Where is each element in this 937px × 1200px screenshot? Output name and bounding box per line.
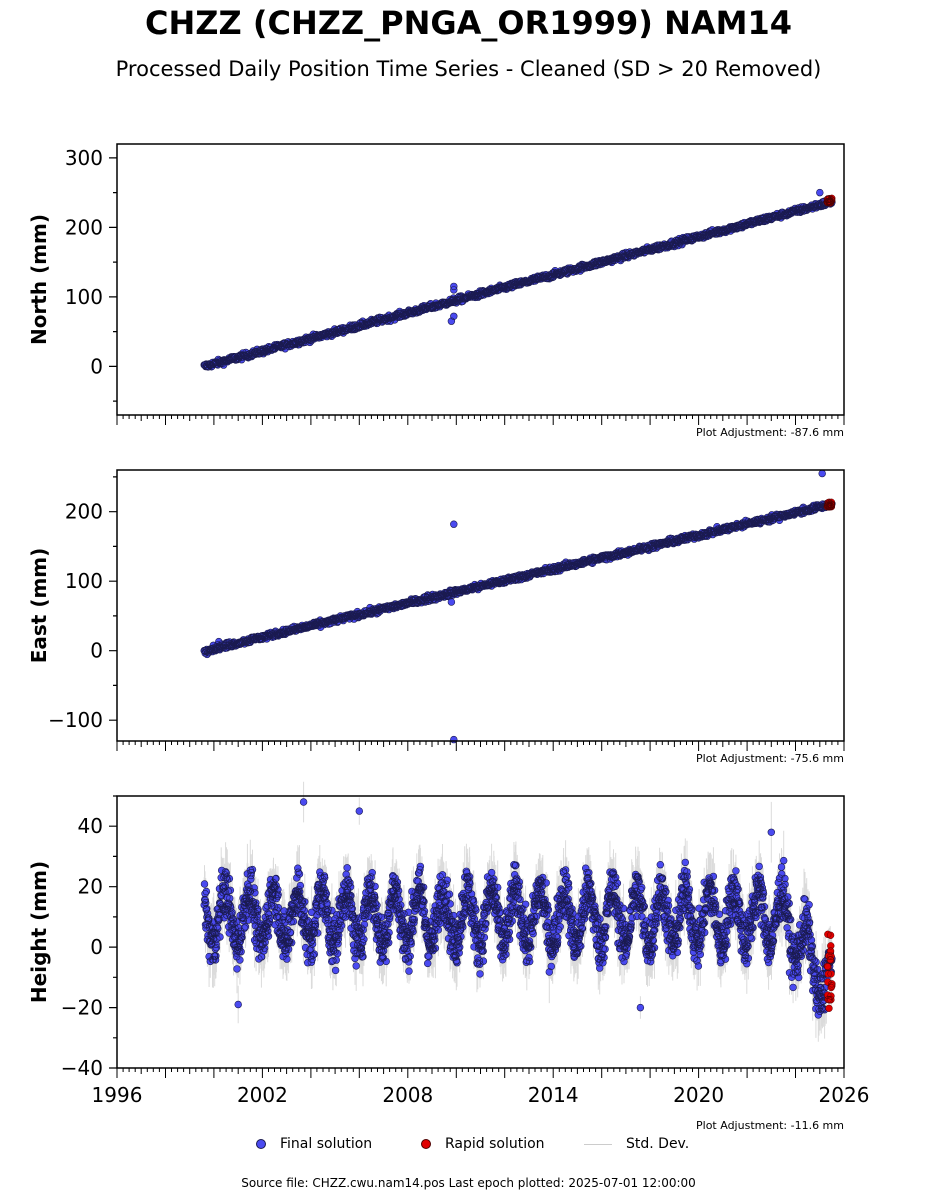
chart-title: CHZZ (CHZZ_PNGA_OR1999) NAM14 <box>145 4 792 42</box>
y-tick-label: −20 <box>61 996 103 1020</box>
x-ticks <box>116 415 845 425</box>
y-tick-label: 100 <box>65 285 103 309</box>
y-tick-label: 20 <box>78 875 103 899</box>
source-footer: Source file: CHZZ.cwu.nam14.pos Last epo… <box>241 1176 696 1190</box>
legend-item-stddev: Std. Dev. <box>584 1136 689 1152</box>
y-tick-label: −100 <box>48 708 103 732</box>
final-solution-points <box>200 469 836 744</box>
plot-adjustment-note: Plot Adjustment: -75.6 mm <box>696 752 844 765</box>
y-tick-label: 40 <box>78 814 103 838</box>
y-ticks <box>109 476 117 721</box>
legend: Final solution Rapid solution Std. Dev. <box>0 1136 937 1158</box>
plot-frame <box>116 469 845 742</box>
rapid-solution-points <box>823 194 836 207</box>
stddev-bars <box>203 470 833 742</box>
plot-adjustment-note: Plot Adjustment: -11.6 mm <box>696 1119 844 1132</box>
y-tick-label: 0 <box>90 354 103 378</box>
y-ticks <box>109 157 117 402</box>
plot-adjustment-note: Plot Adjustment: -87.6 mm <box>696 426 844 439</box>
y-tick-label: 300 <box>65 146 103 170</box>
y-tick-label: 100 <box>65 569 103 593</box>
y-tick-label: 200 <box>65 215 103 239</box>
x-tick-label: 2020 <box>673 1083 724 1107</box>
panel-north: 0 100 200 300 North (mm) Plot Adjustment: -87… <box>27 143 845 439</box>
legend-rapid-label: Rapid solution <box>445 1136 545 1152</box>
legend-stddev-label: Std. Dev. <box>626 1136 690 1152</box>
rapid-solution-points <box>823 930 836 1012</box>
y-ticks <box>109 795 117 1069</box>
y-axis-label: Height (mm) <box>27 861 51 1003</box>
legend-final-label: Final solution <box>280 1136 373 1152</box>
y-tick-label: 200 <box>65 500 103 524</box>
x-tick-label: 2026 <box>819 1083 870 1107</box>
y-axis-label: East (mm) <box>27 548 51 664</box>
chart-subtitle: Processed Daily Position Time Series - C… <box>115 57 822 81</box>
y-tick-label: −40 <box>61 1056 103 1080</box>
x-ticks <box>116 1068 845 1078</box>
stddev-line-icon <box>584 1143 612 1145</box>
x-tick-label: 1996 <box>92 1083 143 1107</box>
final-solution-points <box>200 188 836 371</box>
x-tick-label: 2008 <box>382 1083 433 1107</box>
x-ticks <box>116 741 845 751</box>
plot-frame <box>116 143 845 416</box>
final-solution-points <box>200 798 836 1019</box>
y-tick-label: 0 <box>90 639 103 663</box>
rapid-marker-icon <box>421 1139 431 1149</box>
legend-item-final: Final solution <box>256 1136 372 1152</box>
y-tick-label: 0 <box>90 935 103 959</box>
legend-item-rapid: Rapid solution <box>421 1136 545 1152</box>
x-tick-label: 2014 <box>528 1083 579 1107</box>
x-tick-label: 2002 <box>237 1083 288 1107</box>
panel-east: −100 0 100 200 East (mm) Plot Adjustment: -75… <box>27 469 845 765</box>
panel-height: −40 −20 0 20 40 1996 2002 2008 2014 2020 2026 Heigh… <box>27 781 870 1132</box>
final-marker-icon <box>256 1139 266 1149</box>
y-axis-label: North (mm) <box>27 214 51 345</box>
rapid-solution-points <box>823 498 836 511</box>
